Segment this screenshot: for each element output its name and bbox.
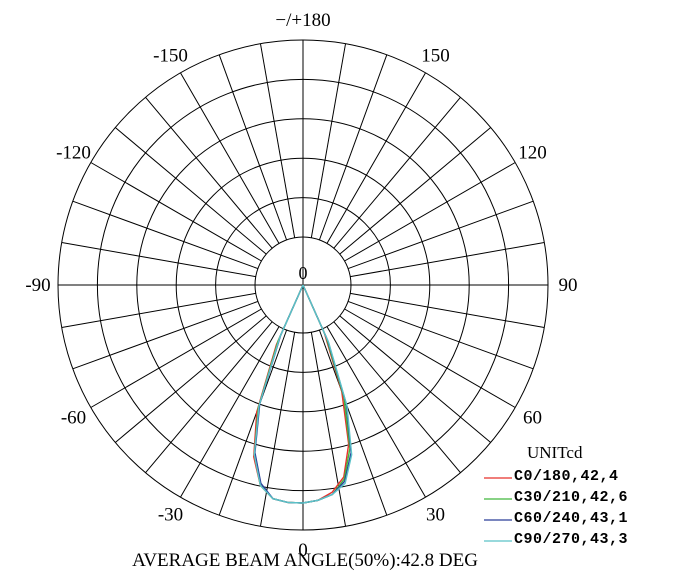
- unit-label: UNITcd: [527, 443, 583, 462]
- grid-spoke: [90, 162, 262, 262]
- angle-tick-label: 0: [298, 540, 308, 561]
- grid-spoke: [145, 96, 273, 249]
- grid-spoke: [114, 315, 267, 443]
- angle-tick-label: 120: [518, 143, 547, 164]
- angle-tick-label: -60: [61, 408, 86, 429]
- grid-spoke: [350, 241, 545, 278]
- angle-tick-label: 30: [426, 505, 445, 526]
- legend-entry: C30/210,42,6: [514, 489, 628, 506]
- legend-entry: C90/270,43,3: [514, 531, 628, 548]
- grid-spoke: [333, 321, 461, 474]
- intensity-curves: [253, 284, 353, 504]
- angle-tick-label: -120: [56, 143, 91, 164]
- grid-spoke: [326, 326, 426, 498]
- grid-spoke: [72, 300, 259, 370]
- center-tick-label: 0: [299, 263, 308, 283]
- grid-spoke: [344, 308, 516, 408]
- angle-tick-label: −/+180: [275, 10, 330, 31]
- grid-spoke: [114, 127, 267, 255]
- grid-spoke: [318, 329, 388, 516]
- grid-spoke: [72, 200, 259, 270]
- legend-entry: C0/180,42,4: [514, 468, 619, 485]
- grid-spoke: [339, 315, 492, 443]
- angle-tick-label: -90: [25, 275, 50, 296]
- grid-spoke: [333, 96, 461, 249]
- grid-spoke: [259, 43, 296, 238]
- grid-spoke: [180, 72, 280, 244]
- grid-spoke: [344, 162, 516, 262]
- angle-tick-label: -30: [158, 505, 183, 526]
- polar-grid: [57, 39, 549, 531]
- grid-spoke: [310, 43, 347, 238]
- angle-tick-label: 60: [523, 408, 542, 429]
- grid-spoke: [259, 332, 296, 527]
- grid-spoke: [326, 72, 426, 244]
- angle-tick-labels: 0 30 60 90 120 150 −/+180 -150 -120 -90 -60 -30: [25, 10, 577, 561]
- beam-angle-footer: AVERAGE BEAM ANGLE(50%):42.8 DEG: [132, 550, 478, 571]
- grid-spoke: [145, 321, 273, 474]
- grid-spoke: [347, 300, 534, 370]
- grid-spoke: [61, 292, 256, 329]
- intensity-curve: [253, 284, 353, 504]
- grid-spoke: [318, 54, 388, 241]
- angle-tick-label: 90: [559, 275, 578, 296]
- grid-spoke: [218, 329, 288, 516]
- grid-spoke: [347, 200, 534, 270]
- legend-entry: C60/240,43,1: [514, 510, 628, 527]
- grid-spoke: [180, 326, 280, 498]
- angle-tick-label: -150: [153, 46, 188, 67]
- grid-spoke: [350, 292, 545, 329]
- angle-tick-label: 150: [421, 46, 450, 67]
- legend: C0/180,42,4 C30/210,42,6 C60/240,43,1 C90/2…: [484, 468, 628, 548]
- grid-spoke: [310, 332, 347, 527]
- grid-spoke: [90, 308, 262, 408]
- grid-spoke: [339, 127, 492, 255]
- grid-spoke: [61, 241, 256, 278]
- grid-spoke: [218, 54, 288, 241]
